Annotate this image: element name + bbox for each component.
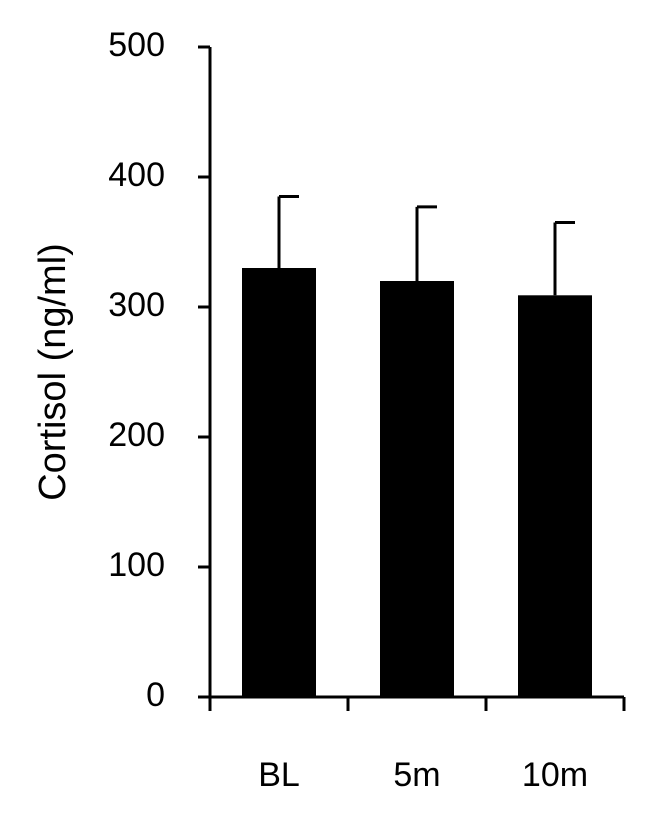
y-tick-label: 500 bbox=[108, 26, 165, 64]
y-tick-label: 0 bbox=[146, 676, 165, 714]
bar bbox=[242, 268, 316, 697]
y-tick-label: 200 bbox=[108, 416, 165, 454]
x-tick-label: BL bbox=[258, 756, 300, 794]
y-axis-title: Cortisol (ng/ml) bbox=[32, 243, 74, 501]
y-tick-label: 100 bbox=[108, 546, 165, 584]
x-tick-label: 5m bbox=[393, 756, 440, 794]
y-tick-label: 400 bbox=[108, 156, 165, 194]
x-tick-label: 10m bbox=[522, 756, 588, 794]
bar bbox=[518, 295, 592, 697]
bar bbox=[380, 281, 454, 697]
y-tick-label: 300 bbox=[108, 286, 165, 324]
